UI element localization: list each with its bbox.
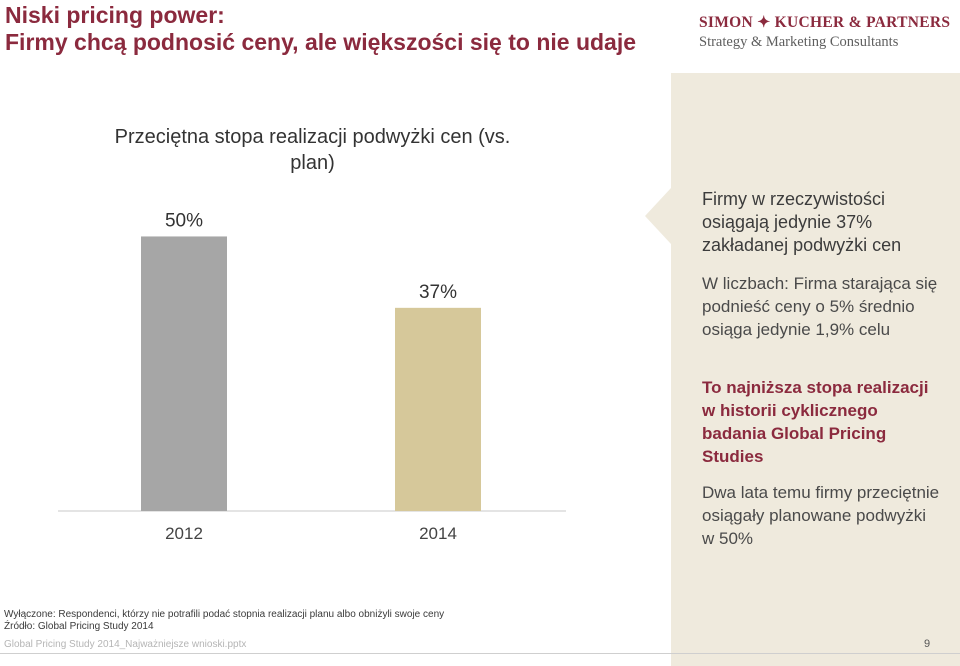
bar-value-label-2012: 50% xyxy=(165,210,203,231)
panel-pointer-arrow xyxy=(645,188,671,244)
footnote-exclusion: Wyłączone: Respondenci, którzy nie potra… xyxy=(4,609,445,620)
slide-title: Niski pricing power: Firmy chcą podnosić… xyxy=(5,2,685,56)
panel-heading: Firmy w rzeczywistości osiągają jedynie … xyxy=(702,189,902,255)
panel-detail-text: W liczbach: Firma starająca się podnieść… xyxy=(702,274,938,339)
page-number: 9 xyxy=(924,638,931,650)
chart-title: Przeciętna stopa realizacji podwyżki cen… xyxy=(114,126,511,174)
slide-title-line1: Niski pricing power: xyxy=(5,2,225,28)
bar-2014 xyxy=(395,307,481,511)
logo-company-name: SIMON ✦ KUCHER & PARTNERS xyxy=(699,14,951,31)
bar-chart: 50% 2012 37% 2014 xyxy=(58,210,566,543)
category-label-2014: 2014 xyxy=(419,524,457,543)
panel-comparison-text: Dwa lata temu firmy przeciętnie osiągały… xyxy=(702,483,940,548)
insight-panel xyxy=(671,73,960,666)
footnote-source: Źródło: Global Pricing Study 2014 xyxy=(4,621,154,632)
bar-2012 xyxy=(141,236,227,512)
slide-title-line2: Firmy chcą podnosić ceny, ale większości… xyxy=(5,29,637,55)
footer-divider xyxy=(0,653,960,654)
category-label-2012: 2012 xyxy=(165,524,203,543)
bar-value-label-2014: 37% xyxy=(419,282,457,303)
logo-tagline: Strategy & Marketing Consultants xyxy=(699,34,899,50)
company-logo: SIMON ✦ KUCHER & PARTNERS Strategy & Mar… xyxy=(699,13,951,51)
footer-filename: Global Pricing Study 2014_Najważniejsze … xyxy=(4,639,247,650)
panel-highlight-text: To najniższa stopa realizacji w historii… xyxy=(702,378,929,466)
